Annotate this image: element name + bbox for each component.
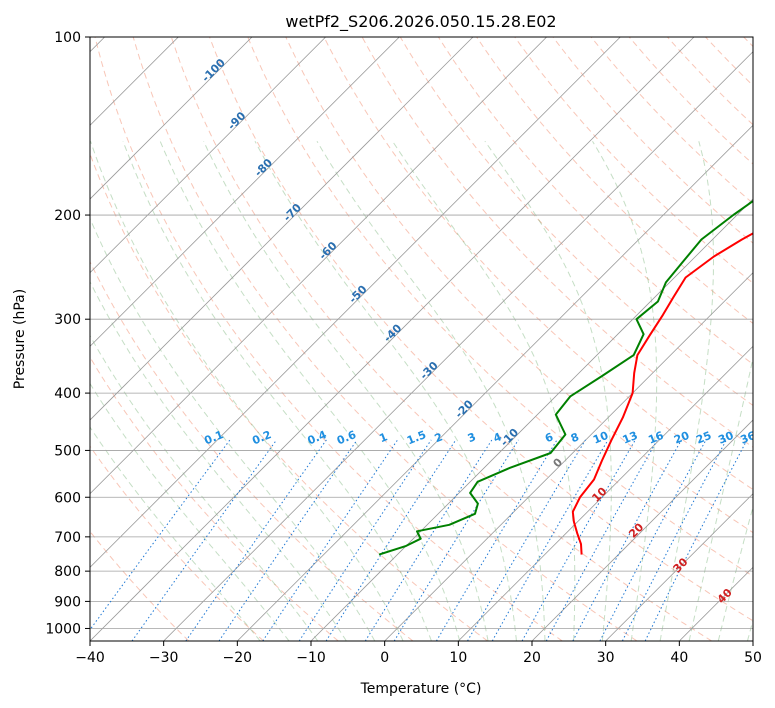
chart-title: wetPf2_S206.2026.050.15.28.E02	[285, 12, 556, 32]
isotherm-line	[458, 345, 753, 641]
mixing-ratio-line	[644, 439, 748, 641]
mixing-ratio-line	[90, 439, 231, 631]
x-tick-label: 0	[380, 650, 389, 666]
dry-adiabat-line	[247, 37, 753, 577]
x-tick-label: −20	[223, 650, 253, 666]
y-axis: 100 200 300 400 500 600 700 800 900 1000	[45, 30, 90, 637]
isotherm-line	[90, 37, 621, 568]
mixing-ratio-label: 13	[621, 429, 640, 447]
mixing-ratio-line	[393, 439, 519, 641]
mixing-ratio-line	[491, 439, 609, 641]
mixing-ratio-line	[435, 439, 558, 641]
y-tick-label: 300	[54, 312, 81, 328]
y-tick-label: 900	[54, 594, 81, 610]
y-tick-label: 600	[54, 490, 81, 506]
isotherm-line	[90, 37, 547, 495]
background-lines	[90, 37, 753, 641]
isotherm-line	[605, 493, 753, 641]
isotherm-line	[90, 37, 253, 200]
temperature-profile-line	[571, 232, 753, 555]
mixing-ratio-line	[185, 439, 327, 641]
isotherm-line	[310, 198, 753, 641]
x-tick-label: 40	[670, 650, 688, 666]
isotherm-line	[90, 37, 400, 347]
plot-frame	[89, 36, 754, 642]
x-axis: −40 −30 −20 −10 0 10 20 30 40 50	[75, 641, 762, 666]
dry-adiabat-line	[90, 260, 414, 641]
isotherm-line	[90, 37, 474, 421]
x-tick-label: 30	[597, 650, 615, 666]
mixing-ratio-line	[521, 439, 636, 641]
isotherm-line	[90, 37, 695, 641]
dry-adiabat-line	[476, 37, 753, 325]
dry-adiabat-line	[514, 37, 753, 284]
mixing-ratio-line	[545, 439, 658, 641]
dry-adiabat-line	[94, 37, 563, 641]
y-tick-label: 100	[54, 30, 81, 46]
mixing-ratio-label: 2	[433, 430, 445, 445]
y-tick-label: 500	[54, 443, 81, 459]
y-axis-label: Pressure (hPa)	[12, 289, 28, 389]
mixing-ratio-label: 20	[672, 429, 691, 447]
isotherm-line	[531, 419, 753, 641]
y-tick-label: 800	[54, 564, 81, 580]
mixing-ratio-label: 1	[377, 430, 389, 445]
mixing-ratio-line	[262, 439, 399, 641]
x-tick-label: 10	[449, 650, 467, 666]
isotherm-line	[90, 37, 326, 274]
y-tick-label: 400	[54, 386, 81, 402]
y-tick-label: 700	[54, 530, 81, 546]
dry-adiabat-line	[90, 356, 339, 641]
x-tick-label: −30	[149, 650, 179, 666]
mixing-ratio-label: 8	[569, 430, 581, 445]
isotherm-line	[163, 51, 753, 641]
mixing-ratio-label: 25	[694, 429, 713, 447]
mixing-ratio-label: 10	[591, 429, 610, 447]
isotherm-line	[237, 124, 753, 641]
dry-adiabat-line	[323, 37, 753, 491]
mixing-ratio-label: 36	[738, 429, 757, 447]
sounding-profiles	[378, 199, 753, 556]
mixing-ratio-label: 30	[716, 429, 735, 447]
dry-adiabat-line	[132, 37, 638, 641]
dry-adiabat-line	[209, 37, 753, 622]
dry-adiabat-line	[90, 445, 264, 641]
y-tick-label: 1000	[45, 621, 81, 637]
dewpoint-profile-line	[378, 199, 753, 556]
mixing-ratio-line	[218, 439, 358, 641]
y-tick-label: 200	[54, 208, 81, 224]
mixing-ratio-label: 3	[466, 430, 478, 445]
mixing-ratio-line	[364, 439, 493, 641]
dry-adiabat-line	[170, 37, 712, 641]
x-tick-label: −40	[75, 650, 105, 666]
x-tick-label: 50	[744, 650, 762, 666]
mixing-ratio-line	[325, 439, 457, 641]
x-axis-label: Temperature (°C)	[360, 681, 482, 697]
x-tick-label: 20	[523, 650, 541, 666]
mixing-ratio-line	[298, 439, 432, 641]
dry-adiabat-line	[285, 37, 753, 534]
isotherm-line	[384, 272, 753, 641]
mixing-ratio-line	[467, 439, 586, 641]
mixing-ratio-label: 16	[646, 429, 665, 447]
background-line-labels: 0.1 0.2 0.4 0.6 1 1.5 2 3 4 6 8 10 13 16 20 25 30 36-100-…	[199, 56, 757, 606]
x-tick-label: −10	[296, 650, 326, 666]
